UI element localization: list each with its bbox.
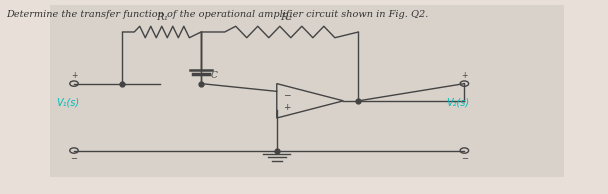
Text: +: + (71, 71, 77, 80)
Text: R₁: R₁ (156, 13, 168, 23)
Text: Determine the transfer function of the operational amplifier circuit shown in Fi: Determine the transfer function of the o… (6, 10, 429, 19)
Text: −: − (461, 154, 468, 164)
Text: V₁(s): V₁(s) (56, 98, 79, 108)
Text: C: C (210, 71, 217, 80)
Text: −: − (71, 154, 77, 164)
FancyBboxPatch shape (50, 5, 564, 177)
Text: R₂: R₂ (280, 13, 292, 23)
Text: V₂(s): V₂(s) (446, 98, 469, 108)
Text: +: + (461, 71, 468, 80)
Text: −: − (283, 90, 290, 99)
Text: +: + (283, 103, 290, 112)
